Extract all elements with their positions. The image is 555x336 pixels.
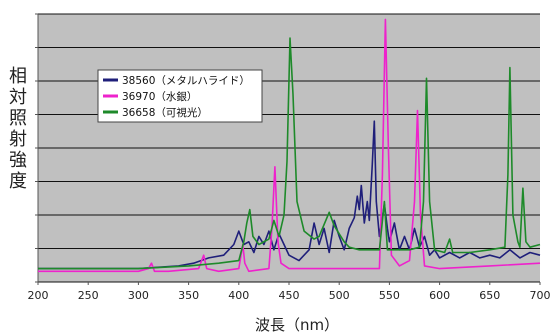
legend-box [97,69,263,123]
x-tick-label: 300 [128,289,149,302]
y-label-char: 照 [9,108,27,129]
x-tick-label: 650 [479,289,500,302]
series-layer [38,18,541,273]
legend: 38560（メタルハライド） 36970（水銀） 36658（可視光） [97,69,263,123]
series-line-2 [38,18,541,273]
legend-entry: 38560（メタルハライド） [122,75,250,87]
x-tick-label: 700 [530,289,551,302]
x-tick-label: 600 [429,289,450,302]
x-tick-label: 500 [329,289,350,302]
y-label-char: 相 [9,66,27,87]
y-label-char: 対 [9,87,27,108]
y-label-char: 度 [9,171,27,192]
x-tick-label: 200 [28,289,49,302]
x-tick-label: 450 [279,289,300,302]
series-line-1 [38,120,541,270]
x-axis-label: 波長（nm） [255,316,339,334]
x-tick-label: 350 [178,289,199,302]
x-tick-label: 250 [78,289,99,302]
x-tick-label: 550 [379,289,400,302]
series-line-3 [38,37,541,270]
legend-entry: 36970（水銀） [122,90,197,103]
y-label-char: 強 [9,150,27,171]
x-tick-label: 400 [228,289,249,302]
legend-entry: 36658（可視光） [122,106,208,119]
y-label-char: 射 [9,129,27,150]
x-axis-ticks: 200 250 300 350 400 450 500 550 600 650 700 [28,282,551,302]
